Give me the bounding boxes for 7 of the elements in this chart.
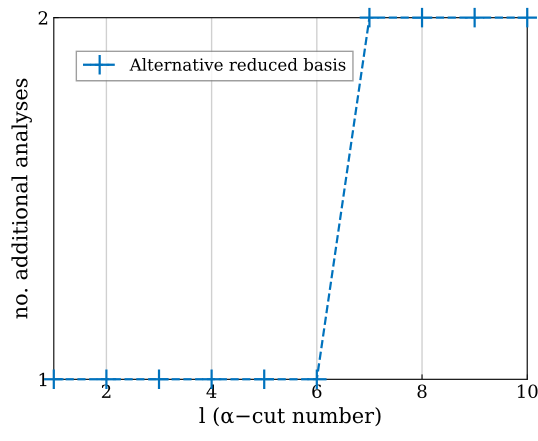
legend-label: Alternative reduced basis — [130, 58, 346, 71]
x-tick-label: 8 — [417, 384, 427, 398]
x-axis-title: l (α−cut number) — [199, 407, 381, 426]
x-tick-label: 10 — [518, 384, 538, 398]
y-tick-label: 1 — [40, 372, 46, 386]
y-axis-title: no. additional analyses — [11, 78, 32, 319]
x-tick-label: 6 — [312, 384, 322, 398]
